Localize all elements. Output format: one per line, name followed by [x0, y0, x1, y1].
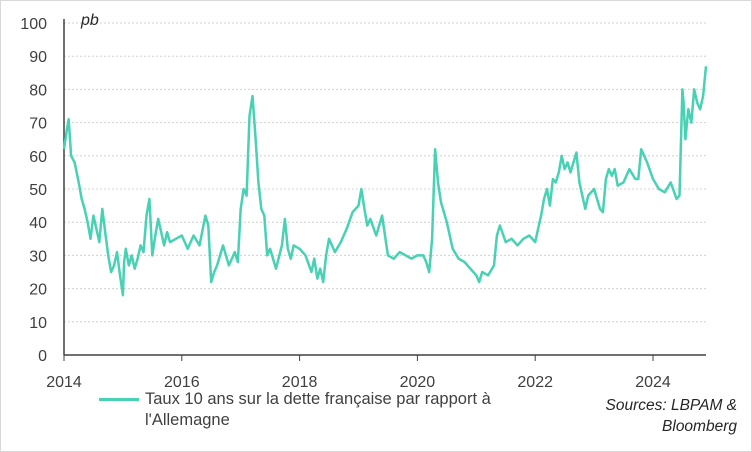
- y-tick-label: 0: [38, 348, 47, 365]
- x-tick-label: 2014: [46, 374, 82, 391]
- y-tick-label: 60: [29, 149, 47, 166]
- series-line: [62, 66, 708, 297]
- x-tick-label: 2022: [517, 374, 553, 391]
- series-group: [62, 66, 708, 297]
- unit-label: pb: [80, 12, 99, 29]
- y-tick-label: 30: [29, 248, 47, 265]
- x-tick-label: 2018: [282, 374, 318, 391]
- y-tick-label: 10: [29, 315, 47, 332]
- legend-label: Taux 10 ans sur la dette française par r…: [145, 390, 491, 429]
- gridlines: [64, 22, 706, 323]
- x-tick-label: 2024: [635, 374, 671, 391]
- x-tick-label: 2020: [400, 374, 436, 391]
- x-axis-ticks: 2014 2016 2018 2020 2022 2024: [46, 355, 671, 391]
- y-axis-ticks: 0 10 20 30 40 50 60 70 80 90 100: [20, 16, 47, 365]
- y-tick-label: 20: [29, 282, 47, 299]
- y-tick-label: 50: [29, 182, 47, 199]
- legend: Taux 10 ans sur la dette française par r…: [99, 389, 519, 431]
- y-tick-label: 40: [29, 215, 47, 232]
- x-tick-label: 2016: [164, 374, 200, 391]
- y-tick-label: 90: [29, 49, 47, 66]
- y-tick-label: 100: [20, 16, 47, 33]
- source-note: Sources: LBPAM & Bloomberg: [605, 397, 737, 435]
- y-tick-label: 70: [29, 116, 47, 133]
- y-tick-label: 80: [29, 82, 47, 99]
- legend-swatch: [99, 398, 139, 401]
